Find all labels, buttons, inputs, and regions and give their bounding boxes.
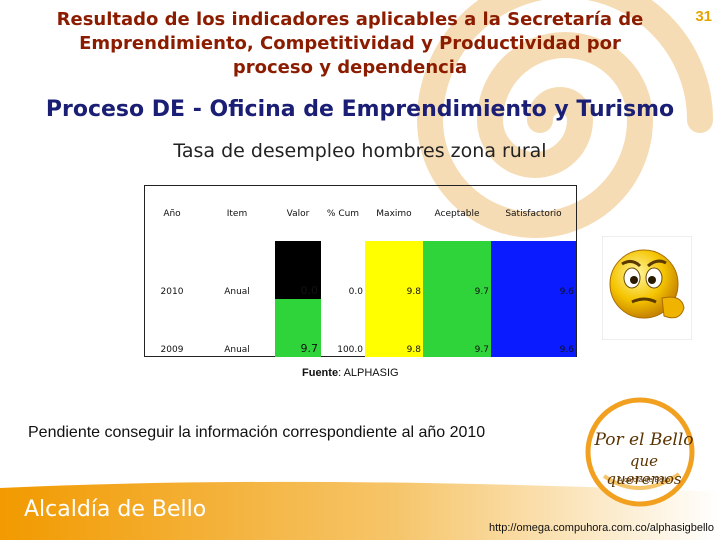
col-header-maximo: Maximo: [376, 208, 412, 219]
col-header-item: Item: [226, 208, 248, 219]
worried-smiley-icon: [602, 236, 692, 340]
swirl-decoration: [416, 0, 713, 238]
logo-line-3: Alcaldía de Bello: [617, 477, 671, 484]
page-title: Resultado de los indicadores aplicables …: [30, 8, 670, 80]
cell-cum: 100.0: [337, 345, 363, 355]
cell-maximo: 9.8: [365, 299, 423, 357]
source-note: Fuente: ALPHASIG: [302, 367, 399, 379]
footer-band: [0, 481, 720, 540]
cell-item: Anual: [224, 287, 250, 297]
title-line-3: proceso y dependencia: [232, 57, 468, 78]
cell-year: 2009: [160, 345, 184, 355]
source-label: Fuente: [302, 367, 339, 379]
cell-year: 2010: [160, 287, 184, 297]
logo-line-2: que queremos: [606, 452, 682, 488]
page-number: 31: [695, 8, 712, 25]
col-header-satisfactorio: Satisfactorio: [505, 208, 562, 219]
cell-item: Anual: [224, 345, 250, 355]
cell-valor: 0.0: [275, 241, 321, 299]
por-el-bello-logo: [585, 397, 695, 507]
table-header-row: Año Item Valor % Cum Maximo Aceptable Sa…: [145, 186, 576, 241]
cell-aceptable: 9.7: [423, 241, 491, 299]
table-row: 2010 Anual 0.0 0.0 9.8 9.7 9.6: [145, 241, 576, 299]
footer-url[interactable]: http://omega.compuhora.com.co/alphasigbe…: [488, 522, 714, 534]
cell-maximo: 9.8: [365, 241, 423, 299]
col-header-aceptable: Aceptable: [434, 208, 480, 219]
process-subtitle: Proceso DE - Oficina de Emprendimiento y…: [45, 97, 675, 122]
col-header-cum: % Cum: [326, 208, 360, 219]
cell-cum: 0.0: [348, 287, 363, 297]
footer-brand: Alcaldía de Bello: [24, 497, 207, 522]
pending-note: Pendiente conseguir la información corre…: [28, 424, 486, 441]
logo-line-1: Por el Bello: [594, 430, 694, 450]
cell-aceptable: 9.7: [423, 299, 491, 357]
col-header-valor: Valor: [286, 208, 310, 219]
indicator-table: Año Item Valor % Cum Maximo Aceptable Sa…: [144, 185, 577, 357]
title-line-1: Resultado de los indicadores aplicables …: [56, 9, 644, 30]
cell-satisfactorio: 9.6: [491, 299, 576, 357]
cell-satisfactorio: 9.6: [491, 241, 576, 299]
col-header-year: Año: [163, 208, 181, 219]
cell-valor: 9.7: [275, 299, 321, 357]
title-line-2: Emprendimiento, Competitividad y Product…: [79, 33, 621, 54]
table-row: 2009 Anual 9.7 100.0 9.8 9.7 9.6: [145, 299, 576, 357]
source-value: : ALPHASIG: [338, 367, 399, 379]
indicator-title: Tasa de desempleo hombres zona rural: [173, 140, 547, 162]
